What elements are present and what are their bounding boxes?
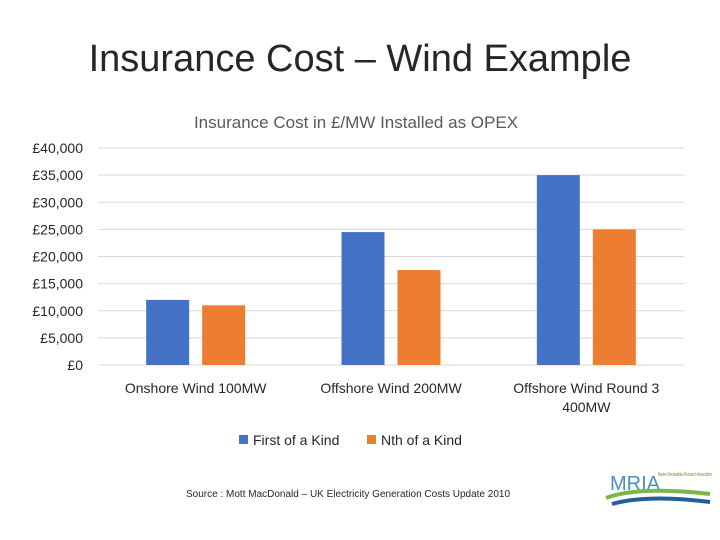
bar-nth-of-a-kind bbox=[592, 229, 636, 365]
legend: First of a Kind Nth of a Kind bbox=[239, 432, 462, 448]
y-tick-label: £40,000 bbox=[32, 140, 83, 156]
bar-nth-of-a-kind bbox=[397, 270, 441, 365]
legend-label: Nth of a Kind bbox=[381, 432, 462, 448]
y-tick-label: £15,000 bbox=[32, 276, 83, 292]
gridlines bbox=[98, 147, 684, 366]
y-tick-label: £30,000 bbox=[32, 194, 83, 210]
chart-title: Insurance Cost in £/MW Installed as OPEX bbox=[194, 113, 518, 132]
mria-logo: MRIA Marine Renewables Research Associat… bbox=[605, 472, 712, 506]
source-note: Source : Mott MacDonald – UK Electricity… bbox=[186, 489, 511, 500]
legend-swatch bbox=[367, 435, 376, 444]
x-axis-categories: Onshore Wind 100MW Offshore Wind 200MW Off… bbox=[125, 380, 660, 415]
logo-swoosh-green bbox=[605, 488, 711, 500]
logo-subtitle: Marine Renewables Research Association bbox=[658, 472, 712, 478]
y-tick-label: £20,000 bbox=[32, 249, 83, 265]
y-tick-label: £25,000 bbox=[32, 221, 83, 237]
slide-title: Insurance Cost – Wind Example bbox=[88, 38, 632, 80]
bar-first-of-a-kind bbox=[536, 175, 580, 365]
legend-swatch bbox=[239, 435, 248, 444]
bar-first-of-a-kind bbox=[341, 232, 385, 365]
x-category-label: Offshore Wind Round 3 bbox=[513, 380, 659, 396]
y-tick-label: £10,000 bbox=[32, 303, 83, 319]
y-tick-label: £5,000 bbox=[40, 330, 83, 346]
legend-label: First of a Kind bbox=[253, 432, 339, 448]
logo-swoosh-blue bbox=[611, 496, 711, 506]
x-category-label: 400MW bbox=[562, 399, 611, 415]
bar-first-of-a-kind bbox=[146, 299, 190, 365]
x-category-label: Onshore Wind 100MW bbox=[125, 380, 267, 396]
y-axis-ticks: £0 £5,000 £10,000 £15,000 £20,000 £25,000 £30,… bbox=[32, 140, 83, 373]
y-tick-label: £35,000 bbox=[32, 167, 83, 183]
bars bbox=[146, 175, 636, 365]
y-tick-label: £0 bbox=[67, 357, 83, 373]
x-category-label: Offshore Wind 200MW bbox=[320, 380, 462, 396]
bar-nth-of-a-kind bbox=[202, 305, 246, 365]
